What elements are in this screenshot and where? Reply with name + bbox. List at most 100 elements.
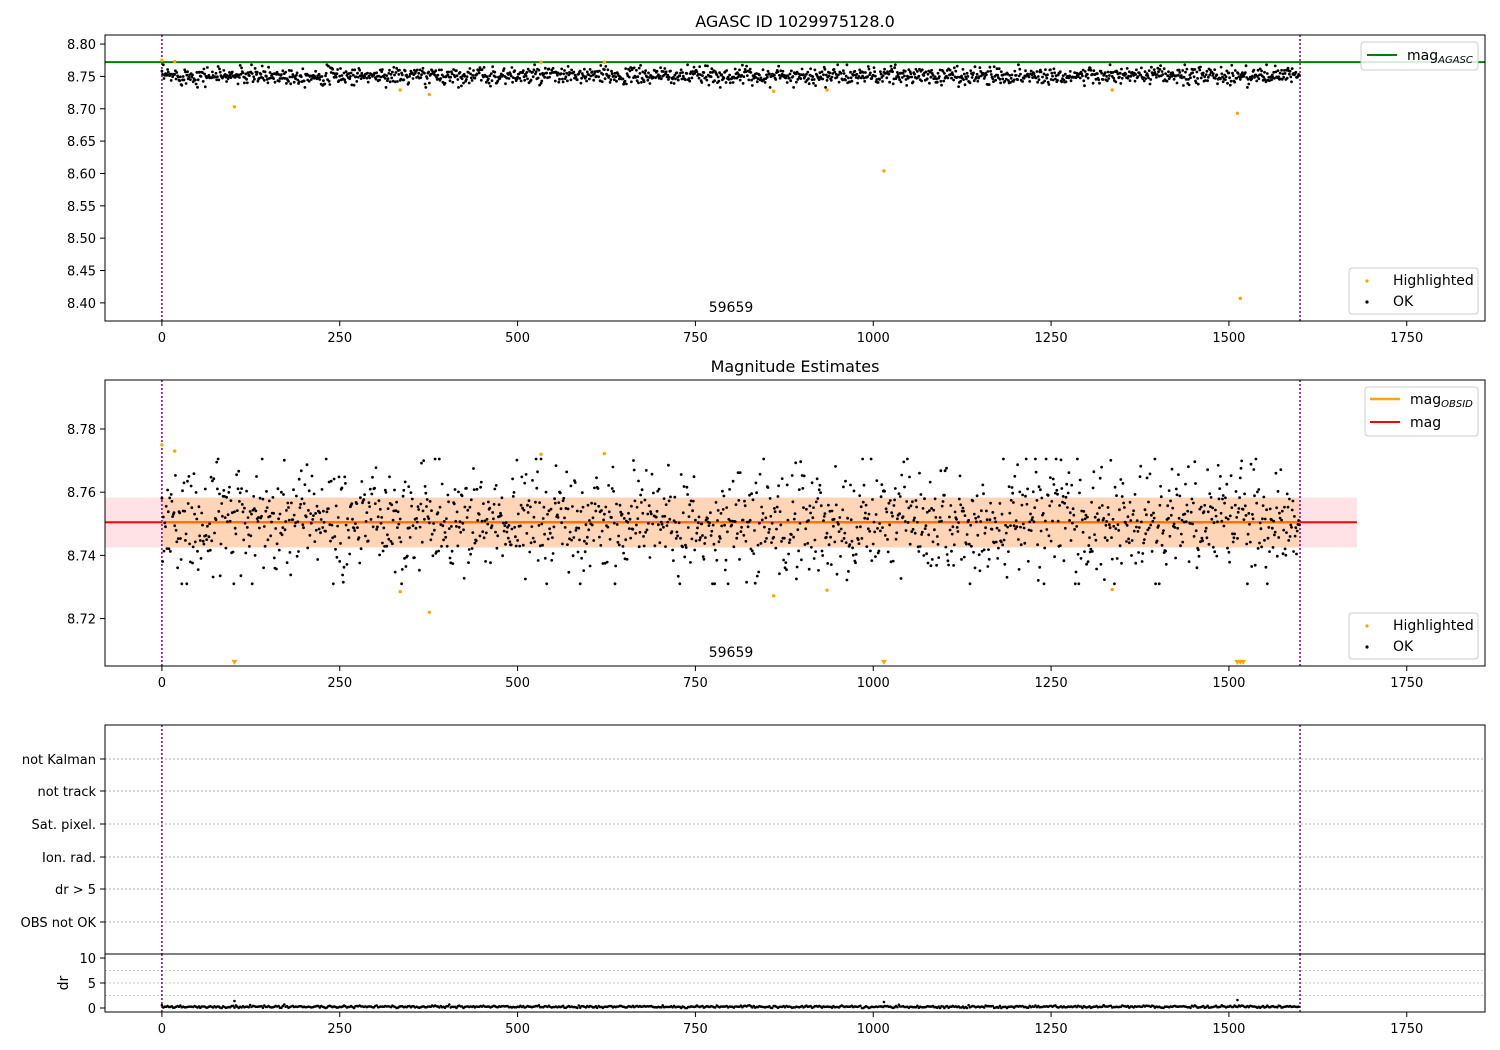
ok-point xyxy=(1007,485,1011,488)
ok-point xyxy=(533,540,536,544)
ok-point xyxy=(1063,526,1067,530)
ok-point xyxy=(705,78,709,82)
x-tick-label: 1750 xyxy=(1390,331,1423,346)
ok-point xyxy=(1182,84,1185,87)
ok-point xyxy=(1150,65,1153,69)
ok-point xyxy=(545,71,549,75)
ok-point xyxy=(348,77,352,81)
ok-point xyxy=(763,540,767,543)
ok-point xyxy=(766,69,770,73)
ok-point xyxy=(983,531,987,535)
ok-point xyxy=(350,83,354,87)
ok-point xyxy=(825,531,829,535)
ok-point xyxy=(314,528,318,532)
ok-point xyxy=(1209,496,1213,499)
ok-point xyxy=(961,506,965,510)
ok-point xyxy=(199,75,203,78)
ok-point xyxy=(470,547,474,550)
ok-point xyxy=(536,76,540,80)
x-tick-label: 1000 xyxy=(857,676,890,691)
ok-point xyxy=(1183,63,1187,67)
ok-point xyxy=(730,523,734,527)
ok-point xyxy=(900,473,904,477)
x-tick-label: 1750 xyxy=(1390,1022,1423,1037)
ok-point xyxy=(1236,537,1239,540)
ok-point xyxy=(1258,67,1262,71)
ok-point xyxy=(487,77,490,81)
ok-point xyxy=(945,466,948,470)
ok-point xyxy=(1095,72,1099,76)
ok-point xyxy=(708,521,711,525)
ok-point xyxy=(931,73,935,77)
ok-point xyxy=(696,521,700,525)
ok-point xyxy=(548,531,552,535)
ok-point xyxy=(741,518,745,522)
ok-point xyxy=(258,76,261,80)
ok-point xyxy=(339,542,342,545)
ok-point xyxy=(911,80,915,84)
ok-point xyxy=(333,72,337,75)
ok-point xyxy=(191,561,194,565)
ok-point xyxy=(299,502,302,506)
ok-point xyxy=(202,67,206,71)
ok-point xyxy=(605,560,609,564)
ok-point xyxy=(910,530,914,533)
ok-point xyxy=(349,71,353,75)
ok-point xyxy=(353,529,357,532)
ok-point xyxy=(396,510,400,514)
ok-point xyxy=(778,73,781,77)
ok-point xyxy=(186,502,190,505)
ok-point xyxy=(936,543,940,546)
ok-point xyxy=(1101,78,1105,81)
ok-point xyxy=(238,491,242,495)
ok-point xyxy=(1257,77,1261,81)
ok-point xyxy=(663,514,667,518)
ok-point xyxy=(1036,579,1040,582)
ok-point xyxy=(1127,537,1130,541)
ok-point xyxy=(1177,73,1180,77)
ok-point xyxy=(987,548,990,551)
ok-point xyxy=(450,72,454,76)
ok-point xyxy=(216,75,219,79)
ok-point xyxy=(223,516,227,519)
ok-point xyxy=(1127,74,1130,78)
ok-point xyxy=(1110,557,1114,561)
ok-point xyxy=(213,75,217,79)
ok-point xyxy=(1160,70,1164,73)
ok-point xyxy=(1217,497,1221,501)
y-tick-label: 0 xyxy=(88,1002,96,1017)
ok-point xyxy=(492,517,495,521)
ok-point xyxy=(447,500,450,504)
ok-point xyxy=(239,574,243,578)
ok-point xyxy=(1132,74,1135,77)
ok-point xyxy=(542,72,546,75)
highlighted-point xyxy=(771,594,776,598)
ok-point xyxy=(704,75,708,79)
ok-point xyxy=(948,515,951,519)
ok-point xyxy=(800,474,804,477)
ok-point xyxy=(394,71,398,74)
ok-point xyxy=(638,72,642,75)
ok-point xyxy=(1054,491,1057,495)
ok-point xyxy=(956,75,960,79)
ok-point xyxy=(405,73,408,77)
ok-point xyxy=(1115,494,1118,497)
ok-point xyxy=(337,475,341,479)
ok-point xyxy=(1140,560,1144,563)
ok-point xyxy=(1108,526,1112,530)
ok-point xyxy=(805,507,808,511)
ok-point xyxy=(806,70,810,74)
ok-point xyxy=(204,534,208,537)
ok-point xyxy=(194,491,198,494)
ok-point xyxy=(437,68,441,72)
ok-point xyxy=(358,68,362,72)
ok-point xyxy=(549,507,553,511)
ok-point xyxy=(1189,522,1192,525)
ok-point xyxy=(711,582,714,586)
ok-point xyxy=(617,534,620,538)
ok-point xyxy=(1215,554,1219,558)
ok-point xyxy=(795,565,799,569)
ok-point xyxy=(723,523,726,527)
ok-point xyxy=(848,80,852,84)
ok-point xyxy=(828,509,832,513)
